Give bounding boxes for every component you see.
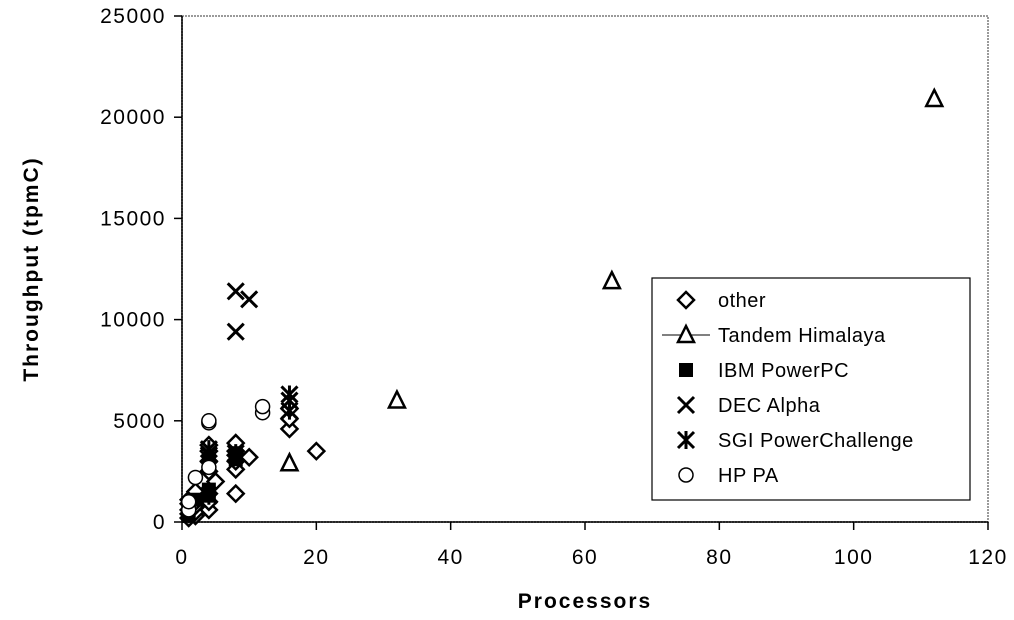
legend-marker <box>675 323 697 344</box>
x-tick-label: 120 <box>968 546 1008 569</box>
x-axis: 0 20 40 60 80 100 120 <box>175 521 1008 569</box>
y-tick-label: 15000 <box>100 207 166 230</box>
legend-box <box>651 277 971 501</box>
data-point <box>306 441 327 461</box>
legend-label: DEC Alpha <box>718 395 821 417</box>
legend-marker <box>676 290 696 310</box>
x-tick-label: 20 <box>303 546 329 569</box>
x-tick-label: 80 <box>706 546 732 569</box>
data-point <box>240 290 259 309</box>
y-tick-label: 0 <box>153 511 166 534</box>
legend-marker <box>678 467 694 483</box>
legend-marker <box>676 395 696 415</box>
x-tick-label: 0 <box>175 546 188 569</box>
x-axis-title: Processors <box>518 590 652 613</box>
data-point <box>201 459 217 476</box>
y-tick-label: 5000 <box>113 410 166 433</box>
x-tick-label: 40 <box>437 546 463 569</box>
data-point <box>279 419 300 439</box>
data-point <box>924 87 945 108</box>
legend-item: DEC Alpha <box>676 395 821 417</box>
data-point <box>226 322 245 341</box>
legend-label: Tandem Himalaya <box>718 325 886 347</box>
data-point <box>225 483 246 504</box>
y-tick-label: 25000 <box>100 5 166 28</box>
data-point <box>226 444 245 463</box>
data-point <box>199 486 218 505</box>
legend-item: other <box>676 290 766 312</box>
data-point <box>187 469 204 486</box>
x-tick-label: 60 <box>572 546 598 569</box>
legend-marker <box>679 363 693 377</box>
y-tick-label: 20000 <box>100 106 166 129</box>
legend-label: HP PA <box>718 465 779 487</box>
data-point <box>201 413 217 429</box>
y-tick-label: 10000 <box>100 309 166 332</box>
data-point <box>180 494 197 510</box>
data-points <box>178 87 945 528</box>
y-axis: 0 5000 10000 15000 20000 25000 <box>100 5 183 534</box>
data-point <box>254 398 271 415</box>
data-point <box>386 388 407 409</box>
data-point <box>199 440 218 459</box>
legend-item: SGI PowerChallenge <box>676 430 914 452</box>
legend-marker <box>676 430 696 450</box>
legend-label: other <box>718 290 766 312</box>
data-point <box>601 269 622 290</box>
legend-label: IBM PowerPC <box>718 360 849 382</box>
legend-item: HP PA <box>678 465 779 487</box>
legend-item: Tandem Himalaya <box>662 323 886 347</box>
x-tick-label: 100 <box>834 546 874 569</box>
data-point <box>279 451 300 472</box>
y-axis-title: Throughput (tpmC) <box>20 156 43 381</box>
legend-label: SGI PowerChallenge <box>718 430 914 452</box>
data-point <box>226 282 245 301</box>
legend-item: IBM PowerPC <box>679 360 849 382</box>
series-star <box>199 385 299 505</box>
data-point <box>280 385 299 404</box>
legend: other Tandem Himalaya IBM PowerPC DEC Alpha… <box>651 277 971 501</box>
series-circle <box>180 398 271 518</box>
series-triangle <box>279 87 945 472</box>
data-point <box>239 447 259 467</box>
